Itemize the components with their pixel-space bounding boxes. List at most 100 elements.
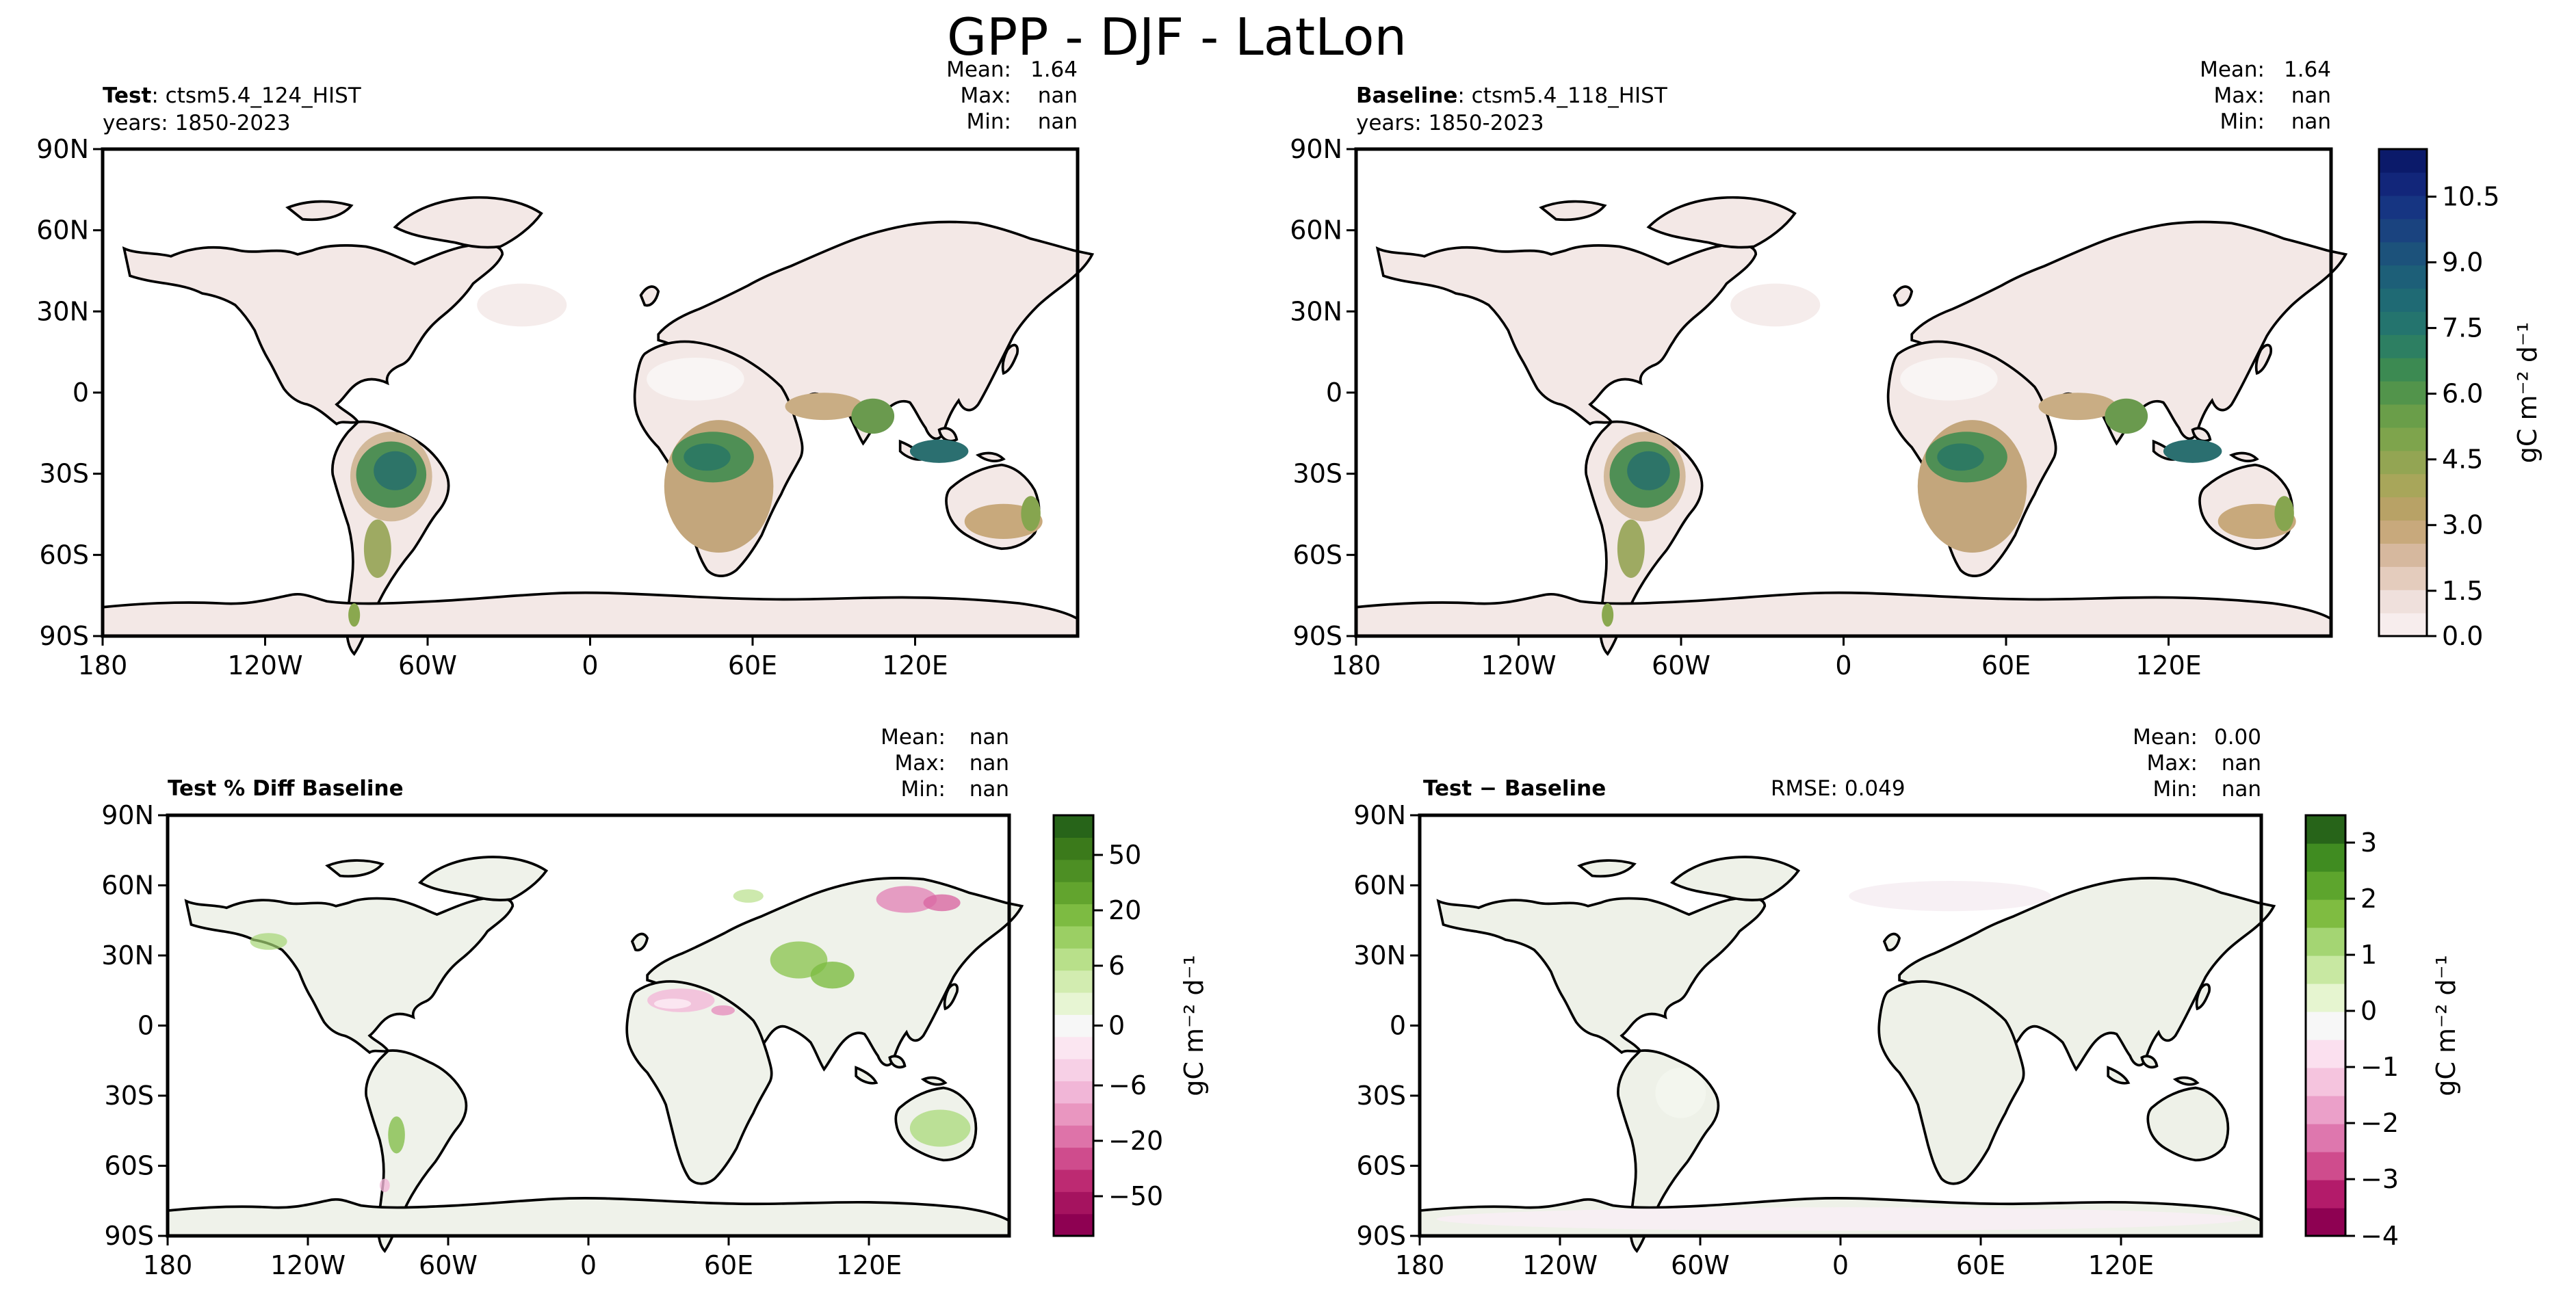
pctdiff-lon-label: 60E — [704, 1250, 753, 1280]
colorbar-swatch — [2379, 613, 2427, 637]
diff-anomalies — [1436, 880, 2245, 1231]
colorbar-tick-label: 10.5 — [2442, 181, 2500, 211]
colorbar-tick-label: 50 — [1108, 840, 1141, 870]
colorbar-swatch — [2379, 241, 2427, 266]
colorbar-swatch — [1054, 1125, 1093, 1148]
baseline-years: years: 1850-2023 — [1356, 111, 1544, 135]
baseline-lat-label: 60N — [1290, 215, 1342, 246]
colorbar-swatch — [1054, 970, 1093, 993]
pctdiff-lat-label: 60S — [105, 1151, 154, 1181]
colorbar-swatch — [2306, 983, 2345, 1012]
test-case-label: Test: ctsm5.4_124_HIST — [103, 83, 362, 108]
stats-test: Mean: 1.64 Max: nan Min: nan — [946, 57, 1078, 134]
colorbar-swatch — [2306, 1208, 2345, 1237]
panel-diff — [1418, 813, 2276, 1252]
colorbar-swatch — [1054, 1147, 1093, 1170]
baseline-lat-label: 90S — [1293, 621, 1342, 651]
stat-key: Min: — [967, 109, 1011, 134]
colorbar-swatch — [1054, 1103, 1093, 1126]
colorbar-swatch — [2306, 1180, 2345, 1209]
colorbar-swatch — [2379, 404, 2427, 428]
colorbar-tick-label: 7.5 — [2442, 313, 2483, 343]
diff-lon-label: 180 — [1395, 1250, 1445, 1280]
pctdiff-lat-label: 0 — [138, 1011, 154, 1041]
stat-value: 1.64 — [1030, 57, 1078, 82]
stat-value: nan — [2222, 751, 2261, 776]
colorbar-swatch — [2306, 871, 2345, 900]
colorbar-swatch — [1054, 1191, 1093, 1215]
colorbar-swatch — [2306, 1040, 2345, 1068]
stat-key: Min: — [901, 777, 946, 802]
colorbar-tick-label: 6.0 — [2442, 379, 2483, 409]
colorbar-swatch — [2379, 149, 2427, 173]
colorbar-swatch — [2379, 265, 2427, 289]
baseline-case-label-name: : ctsm5.4_118_HIST — [1457, 83, 1667, 108]
colorbar-tick-label: 0.0 — [2442, 621, 2483, 651]
colorbar-tick-label: 20 — [1108, 895, 1141, 925]
colorbar-swatch — [2379, 172, 2427, 196]
diff-title: Test − Baseline — [1423, 776, 1606, 801]
colorbar-swatch — [1054, 815, 1093, 838]
diff-lat-label: 60N — [1353, 871, 1406, 901]
colorbar-units-label: gC m⁻² d⁻¹ — [1179, 955, 1209, 1096]
stat-key: Max: — [894, 751, 946, 776]
colorbar-swatch — [1054, 1036, 1093, 1059]
colorbar-tick-label: −2 — [2360, 1108, 2399, 1138]
stat-key: Mean: — [2133, 725, 2198, 750]
baseline-lon-label: 60E — [1981, 650, 2031, 681]
baseline-case-label: Baseline: ctsm5.4_118_HIST — [1356, 83, 1668, 108]
colorbar-frame — [2378, 148, 2428, 637]
colorbar-swatch — [1054, 1059, 1093, 1082]
colorbar-swatch — [2379, 566, 2427, 590]
colorbar-tick-label: 0 — [2360, 996, 2377, 1026]
colorbar-swatch — [1054, 859, 1093, 882]
colorbar-frame — [2304, 814, 2347, 1237]
test-lon-label: 60W — [398, 650, 457, 681]
colorbar-tick-label: −4 — [2360, 1221, 2399, 1251]
stats-baseline: Mean: 1.64 Max: nan Min: nan — [2200, 57, 2331, 134]
baseline-productive-regions — [1602, 283, 2296, 627]
stat-key: Min: — [2153, 777, 2198, 802]
colorbar-tick-label: 6 — [1108, 951, 1125, 981]
figure-title: GPP - DJF - LatLon — [947, 7, 1407, 67]
test-lon-label: 180 — [78, 650, 128, 681]
stat-key: Max: — [2146, 751, 2198, 776]
stat-value: nan — [970, 751, 1009, 776]
colorbar-tick-label: 3 — [2360, 828, 2377, 858]
colorbar-swatch — [2306, 843, 2345, 872]
stat-key: Min: — [2220, 109, 2265, 134]
baseline-lon-label: 60W — [1652, 650, 1710, 681]
colorbar-absolute: 10.5 9.0 7.5 6.0 4.5 3.0 1.5 0.0 gC m⁻² d⁻¹ — [2378, 148, 2542, 651]
colorbar-swatch — [2379, 195, 2427, 220]
test-lat-label: 30S — [40, 459, 89, 489]
panel-baseline — [1354, 147, 2347, 656]
colorbar-swatch — [1054, 837, 1093, 860]
colorbar-swatch — [2306, 1096, 2345, 1124]
test-lat-label: 60S — [40, 540, 89, 570]
pctdiff-title: Test % Diff Baseline — [168, 776, 404, 801]
baseline-lat-label: 90N — [1290, 134, 1342, 164]
baseline-case-label-bold: Baseline — [1356, 83, 1457, 108]
colorbar-tick-label: 4.5 — [2442, 445, 2483, 475]
diff-lon-label: 60E — [1956, 1250, 2005, 1280]
test-case-label-name: : ctsm5.4_124_HIST — [151, 83, 361, 108]
pctdiff-lon-label: 120E — [836, 1250, 902, 1280]
colorbar-tick-label: −20 — [1108, 1126, 1163, 1156]
colorbar-swatch — [1054, 948, 1093, 971]
diff-lat-label: 90N — [1353, 800, 1406, 830]
colorbar-units-label: gC m⁻² d⁻¹ — [2512, 322, 2542, 464]
baseline-lon-label: 120W — [1481, 650, 1556, 681]
colorbar-tick-label: 0 — [1108, 1011, 1125, 1041]
colorbar-swatch — [1054, 925, 1093, 949]
diff-lon-label: 60W — [1671, 1250, 1730, 1280]
colorbar-units-label: gC m⁻² d⁻¹ — [2431, 955, 2461, 1096]
diff-lat-label: 30N — [1353, 940, 1406, 971]
diff-lat-label: 90S — [1357, 1221, 1406, 1251]
colorbar-swatch — [2379, 450, 2427, 475]
colorbar-swatch — [1054, 992, 1093, 1015]
colorbar-difference: 3 2 1 0 −1 −2 −3 −4 gC m⁻² d⁻¹ — [2304, 814, 2461, 1251]
panel-test — [101, 147, 1094, 656]
baseline-lon-label: 120E — [2135, 650, 2202, 681]
baseline-lat-label: 30S — [1293, 459, 1342, 489]
test-years: years: 1850-2023 — [103, 111, 291, 135]
